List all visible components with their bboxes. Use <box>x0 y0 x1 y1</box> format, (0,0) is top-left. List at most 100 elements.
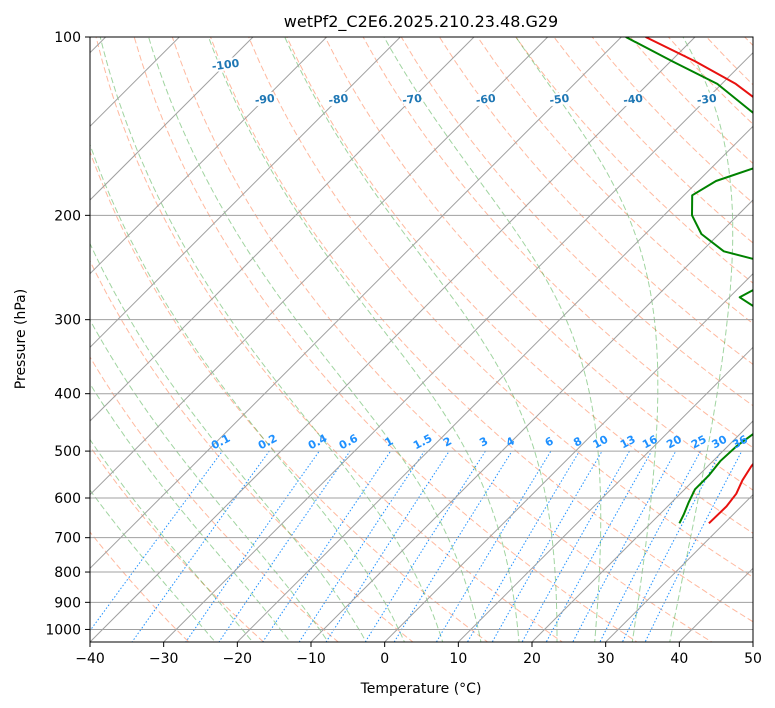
x-tick-label: −10 <box>296 651 326 667</box>
y-tick-label: 400 <box>54 387 81 403</box>
mixing-ratio-line <box>393 450 513 642</box>
x-tick-label: 50 <box>744 651 762 667</box>
moist-adiabat-line <box>90 382 291 642</box>
dry-adiabat-line <box>90 259 414 642</box>
isotherm-label-bg <box>549 91 570 107</box>
dry-adiabat-line <box>133 37 638 642</box>
moist-adiabat-line <box>669 37 734 642</box>
mixing-ratio-label: 8 <box>571 434 584 449</box>
moist-adiabat-line <box>207 37 520 642</box>
moist-adiabat-line <box>284 37 558 642</box>
mixing-ratio-label: 16 <box>640 433 660 452</box>
isotherm-label: -100 <box>211 57 240 74</box>
y-tick-label: 800 <box>54 565 81 581</box>
moist-adiabat-line <box>99 37 444 642</box>
y-tick-label: 100 <box>54 30 81 46</box>
isotherm-label-bg <box>623 91 643 107</box>
isotherm-gridline <box>90 37 328 275</box>
dry-adiabat-line <box>324 37 753 491</box>
mixing-ratio-label: 0.4 <box>306 432 330 453</box>
isotherm-gridline <box>90 37 623 570</box>
dry-adiabat-line <box>90 150 489 642</box>
x-tick-label: 40 <box>670 651 688 667</box>
dry-adiabat-line <box>248 37 753 578</box>
isotherm-gridline <box>90 37 475 422</box>
dry-adiabat-line <box>209 37 753 623</box>
moist-adiabat-line <box>383 37 602 642</box>
isotherm-gridline <box>90 37 254 201</box>
x-axis-ticks: −40 −30 −20 −10 0 10 20 30 40 50 <box>75 642 762 667</box>
x-tick-label: −40 <box>75 651 105 667</box>
y-tick-label: 700 <box>54 531 81 547</box>
dry-adiabats <box>90 10 775 654</box>
moist-adiabat-line <box>90 489 216 642</box>
mixing-ratio-label: 25 <box>689 433 709 452</box>
y-tick-label: 1000 <box>45 622 81 638</box>
isotherm-label: -90 <box>254 92 276 108</box>
isotherm-label: -80 <box>328 92 350 108</box>
dry-adiabat-line <box>744 37 753 47</box>
profiles <box>625 37 753 525</box>
dry-adiabat-line <box>90 445 265 642</box>
x-tick-label: 30 <box>597 651 615 667</box>
y-tick-label: 300 <box>54 313 81 329</box>
isotherm-gridline <box>310 199 753 642</box>
isotherm-label: -60 <box>475 92 497 108</box>
grid-lines <box>90 37 753 642</box>
mixing-ratio-line <box>621 450 722 642</box>
mixing-ratio-label: 1 <box>383 434 396 449</box>
profile-line <box>625 37 753 524</box>
mixing-ratio-line <box>325 450 450 642</box>
moist-adiabat-line <box>90 438 254 642</box>
moist-adiabat-line <box>148 37 482 642</box>
isotherm-gridline <box>90 37 402 349</box>
dry-adiabat-line <box>171 37 713 642</box>
isotherm-gridline <box>236 125 753 642</box>
isotherm-gridline <box>90 37 181 128</box>
x-tick-label: 10 <box>449 651 467 667</box>
mixing-ratio-label: 6 <box>543 434 556 449</box>
x-tick-label: −30 <box>149 651 179 667</box>
isotherm-gridline <box>752 641 753 642</box>
mixing-ratio-label: 20 <box>664 433 684 452</box>
mixing-ratio-label: 0.1 <box>209 432 232 453</box>
mixing-ratio-line <box>491 450 603 642</box>
moist-adiabat-line <box>90 319 329 642</box>
dry-adiabat-line <box>400 37 753 407</box>
isotherm-gridline <box>531 420 753 642</box>
isotherm-label-bg <box>475 91 496 107</box>
dry-adiabat-line <box>477 37 753 325</box>
isotherm-gridline <box>90 37 549 496</box>
plot-frame <box>89 36 754 643</box>
isotherm-label: -30 <box>696 92 718 108</box>
mixing-ratio-line <box>298 450 425 642</box>
isotherm-gridline <box>678 567 753 642</box>
moist-adiabats <box>90 37 734 642</box>
chart-title: wetPf2_C2E6.2025.210.23.48.G29 <box>284 12 558 32</box>
dry-adiabat-line <box>756 10 775 654</box>
isotherm-label: -50 <box>549 92 571 108</box>
isotherm-label-bg <box>215 57 236 72</box>
dry-adiabat-line <box>629 37 753 165</box>
y-axis-label: Pressure (hPa) <box>13 289 29 389</box>
dry-adiabat-line <box>90 356 339 642</box>
dry-adiabat-line <box>95 37 564 642</box>
profile-line <box>645 37 753 525</box>
dry-adiabat-line <box>515 37 753 284</box>
mixing-ratio-line <box>262 450 392 642</box>
dry-adiabat-line <box>362 37 753 449</box>
mixing-ratio-lines <box>90 450 743 642</box>
mixing-ratio-label: 36 <box>730 433 750 452</box>
y-tick-label: 200 <box>54 208 81 224</box>
moist-adiabat-line <box>515 37 659 642</box>
mixing-ratio-label: 3 <box>477 434 490 449</box>
isotherm-gridline <box>163 51 753 642</box>
isotherm-label-bg <box>328 91 349 107</box>
moist-adiabat-line <box>90 242 367 642</box>
isotherm-gridline <box>457 346 753 642</box>
isotherm-gridline <box>384 272 753 642</box>
y-tick-label: 900 <box>54 595 81 611</box>
x-tick-label: −20 <box>223 651 253 667</box>
